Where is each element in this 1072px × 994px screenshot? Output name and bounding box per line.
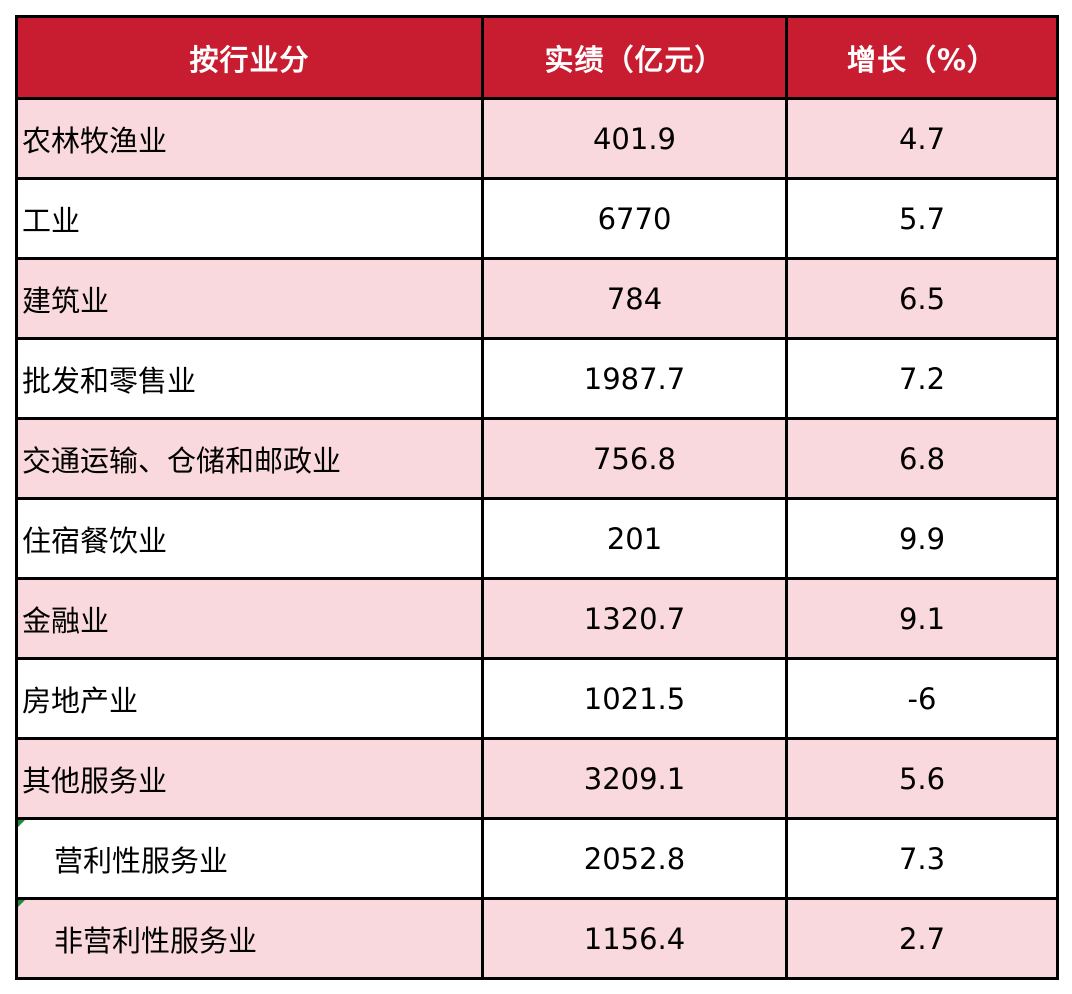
value-cell: 1320.7 [481, 577, 788, 660]
growth-cell: 9.1 [785, 577, 1059, 660]
industry-cell: 非营利性服务业 [15, 897, 484, 980]
table-row: 住宿餐饮业 201 9.9 [15, 497, 1059, 580]
table-row: 营利性服务业 2052.8 7.3 [15, 817, 1059, 900]
value-cell: 756.8 [481, 417, 788, 500]
value-cell: 1021.5 [481, 657, 788, 740]
growth-cell: 7.3 [785, 817, 1059, 900]
industry-label: 非营利性服务业 [54, 923, 258, 958]
growth-cell: 5.7 [785, 177, 1059, 260]
industry-cell: 营利性服务业 [15, 817, 484, 900]
industry-cell: 工业 [15, 177, 484, 260]
table-row: 房地产业 1021.5 -6 [15, 657, 1059, 740]
value-cell: 2052.8 [481, 817, 788, 900]
cell-corner-indicator [18, 820, 25, 827]
industry-cell: 批发和零售业 [15, 337, 484, 420]
industry-label: 住宿餐饮业 [22, 523, 168, 558]
industry-label: 交通运输、仓储和邮政业 [22, 443, 342, 478]
table-row: 农林牧渔业 401.9 4.7 [15, 97, 1059, 180]
cell-corner-indicator [18, 900, 25, 907]
industry-label: 营利性服务业 [54, 843, 229, 878]
header-industry: 按行业分 [15, 15, 484, 100]
industry-label: 其他服务业 [22, 763, 168, 798]
industry-cell: 交通运输、仓储和邮政业 [15, 417, 484, 500]
industry-cell: 建筑业 [15, 257, 484, 340]
industry-label: 批发和零售业 [22, 363, 197, 398]
growth-cell: 6.5 [785, 257, 1059, 340]
table-body: 农林牧渔业 401.9 4.7 工业 6770 5.7 建筑业 784 6.5 批发和零售业 198… [15, 97, 1059, 980]
growth-cell: -6 [785, 657, 1059, 740]
value-cell: 784 [481, 257, 788, 340]
table-row: 交通运输、仓储和邮政业 756.8 6.8 [15, 417, 1059, 500]
industry-cell: 金融业 [15, 577, 484, 660]
industry-label: 房地产业 [22, 683, 139, 718]
industry-cell: 农林牧渔业 [15, 97, 484, 180]
growth-cell: 2.7 [785, 897, 1059, 980]
table-row: 工业 6770 5.7 [15, 177, 1059, 260]
table-row: 金融业 1320.7 9.1 [15, 577, 1059, 660]
industry-table: 按行业分 实绩（亿元） 增长（%） 农林牧渔业 401.9 4.7 工业 6770 5.7… [15, 15, 1059, 980]
table-row: 非营利性服务业 1156.4 2.7 [15, 897, 1059, 980]
table-row: 其他服务业 3209.1 5.6 [15, 737, 1059, 820]
value-cell: 3209.1 [481, 737, 788, 820]
industry-label: 建筑业 [22, 283, 110, 318]
table-row: 建筑业 784 6.5 [15, 257, 1059, 340]
industry-cell: 其他服务业 [15, 737, 484, 820]
table-row: 批发和零售业 1987.7 7.2 [15, 337, 1059, 420]
growth-cell: 9.9 [785, 497, 1059, 580]
value-cell: 6770 [481, 177, 788, 260]
industry-cell: 住宿餐饮业 [15, 497, 484, 580]
industry-label: 金融业 [22, 603, 110, 638]
growth-cell: 6.8 [785, 417, 1059, 500]
growth-cell: 7.2 [785, 337, 1059, 420]
value-cell: 401.9 [481, 97, 788, 180]
growth-cell: 4.7 [785, 97, 1059, 180]
header-value: 实绩（亿元） [481, 15, 788, 100]
value-cell: 201 [481, 497, 788, 580]
value-cell: 1156.4 [481, 897, 788, 980]
industry-cell: 房地产业 [15, 657, 484, 740]
value-cell: 1987.7 [481, 337, 788, 420]
header-growth: 增长（%） [785, 15, 1059, 100]
growth-cell: 5.6 [785, 737, 1059, 820]
header-row: 按行业分 实绩（亿元） 增长（%） [15, 15, 1059, 100]
industry-label: 农林牧渔业 [22, 123, 168, 158]
industry-label: 工业 [22, 203, 81, 238]
